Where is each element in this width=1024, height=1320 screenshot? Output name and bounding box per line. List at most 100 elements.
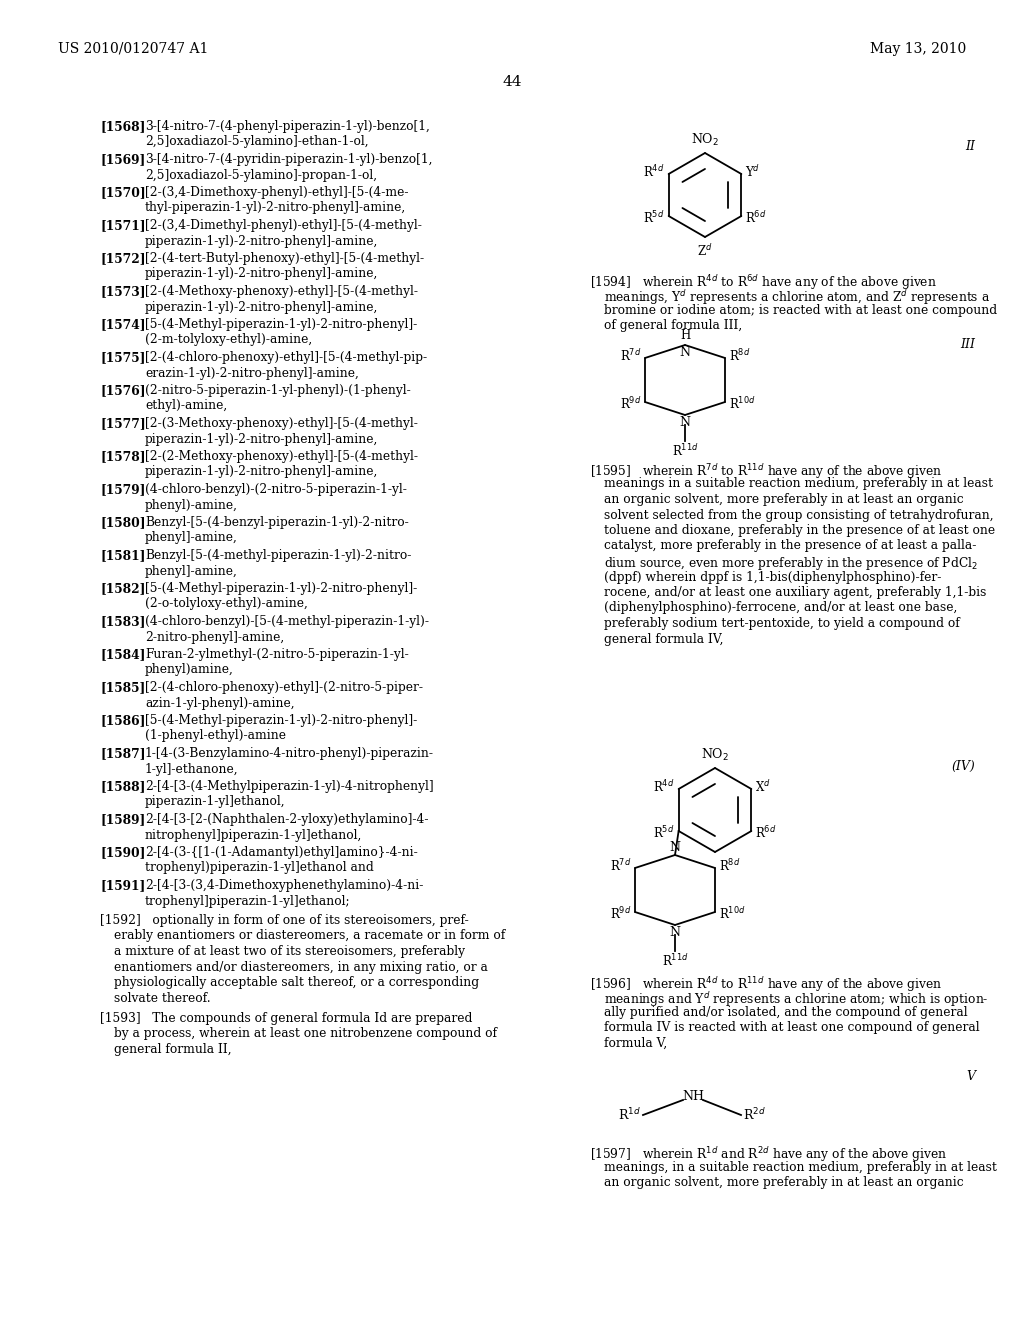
Text: 2,5]oxadiazol-5-ylamino]-ethan-1-ol,: 2,5]oxadiazol-5-ylamino]-ethan-1-ol, — [145, 136, 369, 149]
Text: 3-[4-nitro-7-(4-pyridin-piperazin-1-yl)-benzo[1,: 3-[4-nitro-7-(4-pyridin-piperazin-1-yl)-… — [145, 153, 432, 166]
Text: piperazin-1-yl)-2-nitro-phenyl]-amine,: piperazin-1-yl)-2-nitro-phenyl]-amine, — [145, 235, 379, 248]
Text: rocene, and/or at least one auxiliary agent, preferably 1,1-bis: rocene, and/or at least one auxiliary ag… — [604, 586, 986, 599]
Text: [1595]   wherein R$^{7d}$ to R$^{11d}$ have any of the above given: [1595] wherein R$^{7d}$ to R$^{11d}$ hav… — [590, 462, 942, 480]
Text: preferably sodium tert-pentoxide, to yield a compound of: preferably sodium tert-pentoxide, to yie… — [604, 616, 959, 630]
Text: X$^d$: X$^d$ — [756, 779, 771, 795]
Text: an organic solvent, more preferably in at least an organic: an organic solvent, more preferably in a… — [604, 1176, 964, 1189]
Text: piperazin-1-yl)-2-nitro-phenyl]-amine,: piperazin-1-yl)-2-nitro-phenyl]-amine, — [145, 433, 379, 446]
Text: bromine or iodine atom; is reacted with at least one compound: bromine or iodine atom; is reacted with … — [604, 304, 997, 317]
Text: enantiomers and/or diastereomers, in any mixing ratio, or a: enantiomers and/or diastereomers, in any… — [114, 961, 487, 974]
Text: III: III — [961, 338, 975, 351]
Text: general formula II,: general formula II, — [114, 1043, 231, 1056]
Text: 44: 44 — [502, 75, 522, 88]
Text: thyl-piperazin-1-yl)-2-nitro-phenyl]-amine,: thyl-piperazin-1-yl)-2-nitro-phenyl]-ami… — [145, 202, 407, 214]
Text: Y$^d$: Y$^d$ — [745, 164, 761, 180]
Text: [2-(4-Methoxy-phenoxy)-ethyl]-[5-(4-methyl-: [2-(4-Methoxy-phenoxy)-ethyl]-[5-(4-meth… — [145, 285, 418, 298]
Text: [1588]: [1588] — [100, 780, 145, 793]
Text: meanings, Y$^d$ represents a chlorine atom, and Z$^d$ represents a: meanings, Y$^d$ represents a chlorine at… — [604, 289, 990, 308]
Text: [1591]: [1591] — [100, 879, 145, 892]
Text: R$^{10d}$: R$^{10d}$ — [719, 906, 745, 921]
Text: R$^{10d}$: R$^{10d}$ — [729, 396, 756, 412]
Text: formula V,: formula V, — [604, 1038, 668, 1049]
Text: [1581]: [1581] — [100, 549, 145, 562]
Text: (IV): (IV) — [951, 760, 975, 774]
Text: R$^{11d}$: R$^{11d}$ — [672, 444, 698, 459]
Text: [2-(4-tert-Butyl-phenoxy)-ethyl]-[5-(4-methyl-: [2-(4-tert-Butyl-phenoxy)-ethyl]-[5-(4-m… — [145, 252, 424, 265]
Text: May 13, 2010: May 13, 2010 — [869, 42, 966, 55]
Text: [1568]: [1568] — [100, 120, 145, 133]
Text: ethyl)-amine,: ethyl)-amine, — [145, 400, 227, 412]
Text: [1589]: [1589] — [100, 813, 145, 826]
Text: V: V — [966, 1071, 975, 1082]
Text: [1569]: [1569] — [100, 153, 145, 166]
Text: N: N — [680, 416, 690, 429]
Text: R$^{7d}$: R$^{7d}$ — [620, 348, 641, 364]
Text: [1587]: [1587] — [100, 747, 145, 760]
Text: (1-phenyl-ethyl)-amine: (1-phenyl-ethyl)-amine — [145, 730, 286, 742]
Text: [1583]: [1583] — [100, 615, 145, 628]
Text: [2-(2-Methoxy-phenoxy)-ethyl]-[5-(4-methyl-: [2-(2-Methoxy-phenoxy)-ethyl]-[5-(4-meth… — [145, 450, 418, 463]
Text: erably enantiomers or diastereomers, a racemate or in form of: erably enantiomers or diastereomers, a r… — [114, 929, 505, 942]
Text: [1590]: [1590] — [100, 846, 145, 859]
Text: N: N — [670, 927, 681, 939]
Text: [1596]   wherein R$^{4d}$ to R$^{11d}$ have any of the above given: [1596] wherein R$^{4d}$ to R$^{11d}$ hav… — [590, 975, 942, 994]
Text: azin-1-yl-phenyl)-amine,: azin-1-yl-phenyl)-amine, — [145, 697, 295, 710]
Text: 2,5]oxadiazol-5-ylamino]-propan-1-ol,: 2,5]oxadiazol-5-ylamino]-propan-1-ol, — [145, 169, 377, 181]
Text: 2-[4-[3-(4-Methylpiperazin-1-yl)-4-nitrophenyl]: 2-[4-[3-(4-Methylpiperazin-1-yl)-4-nitro… — [145, 780, 433, 793]
Text: Benzyl-[5-(4-benzyl-piperazin-1-yl)-2-nitro-: Benzyl-[5-(4-benzyl-piperazin-1-yl)-2-ni… — [145, 516, 409, 529]
Text: N: N — [680, 346, 690, 359]
Text: trophenyl]piperazin-1-yl]ethanol;: trophenyl]piperazin-1-yl]ethanol; — [145, 895, 350, 908]
Text: [1570]: [1570] — [100, 186, 145, 199]
Text: [1575]: [1575] — [100, 351, 145, 364]
Text: catalyst, more preferably in the presence of at least a palla-: catalyst, more preferably in the presenc… — [604, 540, 976, 553]
Text: [2-(4-chloro-phenoxy)-ethyl]-[5-(4-methyl-pip-: [2-(4-chloro-phenoxy)-ethyl]-[5-(4-methy… — [145, 351, 427, 364]
Text: R$^{5d}$: R$^{5d}$ — [653, 825, 675, 841]
Text: [1572]: [1572] — [100, 252, 145, 265]
Text: general formula IV,: general formula IV, — [604, 632, 724, 645]
Text: [1586]: [1586] — [100, 714, 145, 727]
Text: 1-[4-(3-Benzylamino-4-nitro-phenyl)-piperazin-: 1-[4-(3-Benzylamino-4-nitro-phenyl)-pipe… — [145, 747, 434, 760]
Text: R$^{9d}$: R$^{9d}$ — [620, 396, 641, 412]
Text: [1578]: [1578] — [100, 450, 145, 463]
Text: R$^{4d}$: R$^{4d}$ — [643, 164, 665, 180]
Text: NO$_2$: NO$_2$ — [701, 747, 729, 763]
Text: NH: NH — [682, 1089, 705, 1102]
Text: [1592]   optionally in form of one of its stereoisomers, pref-: [1592] optionally in form of one of its … — [100, 913, 469, 927]
Text: physiologically acceptable salt thereof, or a corresponding: physiologically acceptable salt thereof,… — [114, 975, 479, 989]
Text: an organic solvent, more preferably in at least an organic: an organic solvent, more preferably in a… — [604, 492, 964, 506]
Text: [1573]: [1573] — [100, 285, 145, 298]
Text: R$^{2d}$: R$^{2d}$ — [743, 1107, 766, 1123]
Text: [5-(4-Methyl-piperazin-1-yl)-2-nitro-phenyl]-: [5-(4-Methyl-piperazin-1-yl)-2-nitro-phe… — [145, 318, 417, 331]
Text: (2-nitro-5-piperazin-1-yl-phenyl)-(1-phenyl-: (2-nitro-5-piperazin-1-yl-phenyl)-(1-phe… — [145, 384, 411, 397]
Text: piperazin-1-yl)-2-nitro-phenyl]-amine,: piperazin-1-yl)-2-nitro-phenyl]-amine, — [145, 301, 379, 314]
Text: 2-[4-[3-(3,4-Dimethoxyphenethylamino)-4-ni-: 2-[4-[3-(3,4-Dimethoxyphenethylamino)-4-… — [145, 879, 423, 892]
Text: R$^{5d}$: R$^{5d}$ — [643, 210, 665, 226]
Text: phenyl)-amine,: phenyl)-amine, — [145, 499, 238, 511]
Text: erazin-1-yl)-2-nitro-phenyl]-amine,: erazin-1-yl)-2-nitro-phenyl]-amine, — [145, 367, 358, 380]
Text: trophenyl)piperazin-1-yl]ethanol and: trophenyl)piperazin-1-yl]ethanol and — [145, 862, 374, 874]
Text: phenyl]-amine,: phenyl]-amine, — [145, 565, 238, 578]
Text: R$^{4d}$: R$^{4d}$ — [653, 779, 675, 795]
Text: [1571]: [1571] — [100, 219, 145, 232]
Text: [1580]: [1580] — [100, 516, 145, 529]
Text: R$^{1d}$: R$^{1d}$ — [618, 1107, 641, 1123]
Text: [5-(4-Methyl-piperazin-1-yl)-2-nitro-phenyl]-: [5-(4-Methyl-piperazin-1-yl)-2-nitro-phe… — [145, 582, 417, 595]
Text: formula IV is reacted with at least one compound of general: formula IV is reacted with at least one … — [604, 1022, 980, 1035]
Text: nitrophenyl]piperazin-1-yl]ethanol,: nitrophenyl]piperazin-1-yl]ethanol, — [145, 829, 362, 842]
Text: 2-[4-(3-{[1-(1-Adamantyl)ethyl]amino}-4-ni-: 2-[4-(3-{[1-(1-Adamantyl)ethyl]amino}-4-… — [145, 846, 418, 859]
Text: 3-[4-nitro-7-(4-phenyl-piperazin-1-yl)-benzo[1,: 3-[4-nitro-7-(4-phenyl-piperazin-1-yl)-b… — [145, 120, 430, 133]
Text: ally purified and/or isolated, and the compound of general: ally purified and/or isolated, and the c… — [604, 1006, 968, 1019]
Text: (dppf) wherein dppf is 1,1-bis(diphenylphosphino)-fer-: (dppf) wherein dppf is 1,1-bis(diphenylp… — [604, 570, 941, 583]
Text: R$^{8d}$: R$^{8d}$ — [729, 348, 751, 364]
Text: [1574]: [1574] — [100, 318, 145, 331]
Text: [2-(4-chloro-phenoxy)-ethyl]-(2-nitro-5-piper-: [2-(4-chloro-phenoxy)-ethyl]-(2-nitro-5-… — [145, 681, 423, 694]
Text: NO$_2$: NO$_2$ — [691, 132, 719, 148]
Text: R$^{11d}$: R$^{11d}$ — [662, 953, 688, 969]
Text: (2-o-tolyloxy-ethyl)-amine,: (2-o-tolyloxy-ethyl)-amine, — [145, 598, 308, 610]
Text: US 2010/0120747 A1: US 2010/0120747 A1 — [58, 42, 208, 55]
Text: Z$^d$: Z$^d$ — [697, 243, 713, 259]
Text: (2-m-tolyloxy-ethyl)-amine,: (2-m-tolyloxy-ethyl)-amine, — [145, 334, 312, 346]
Text: [1582]: [1582] — [100, 582, 145, 595]
Text: 1-yl]-ethanone,: 1-yl]-ethanone, — [145, 763, 239, 776]
Text: [1576]: [1576] — [100, 384, 145, 397]
